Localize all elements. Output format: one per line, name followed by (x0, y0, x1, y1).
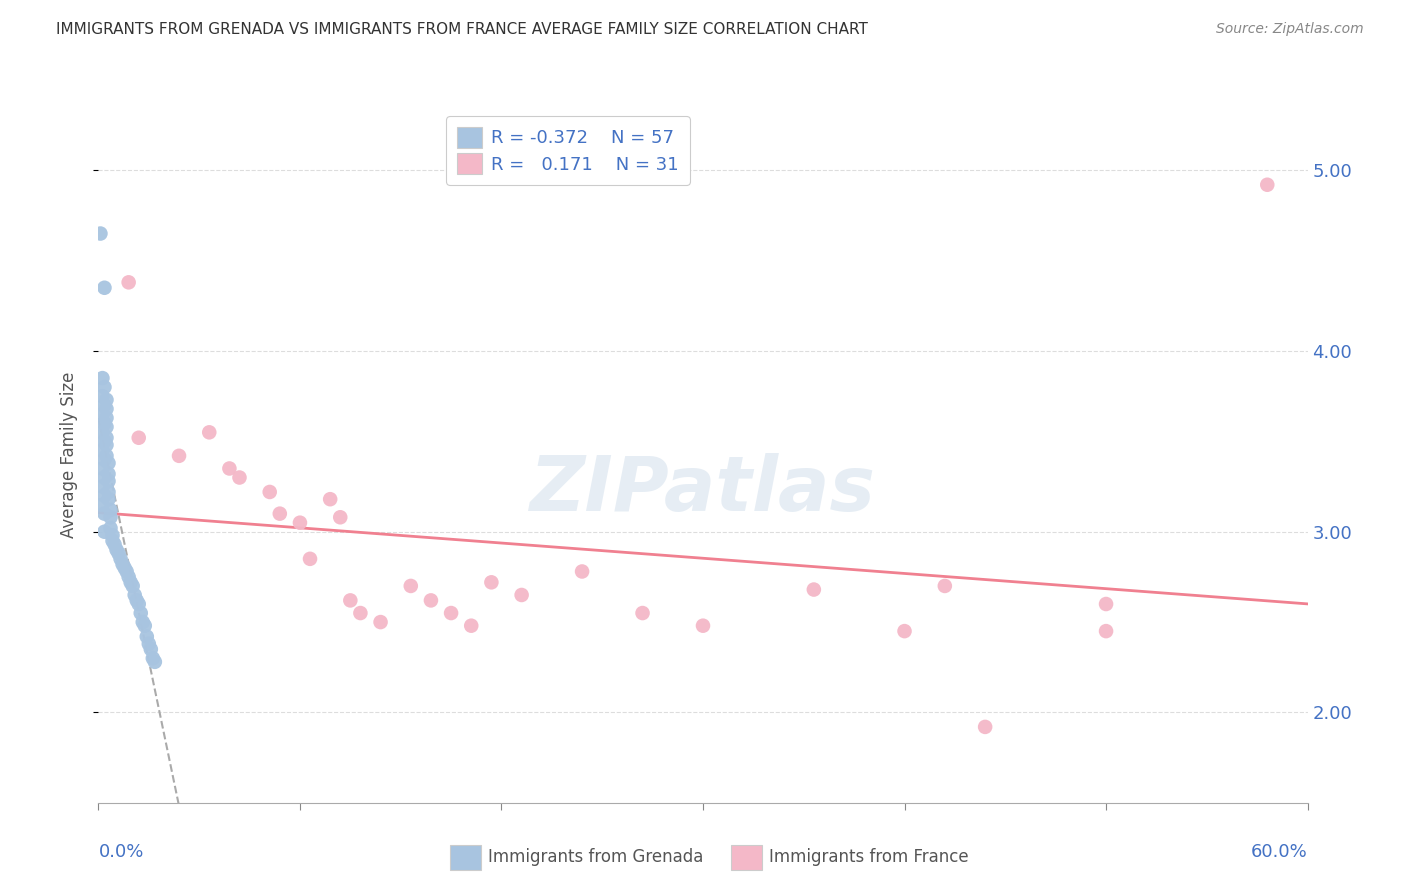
Point (91, 443, 114, 458)
Point (118, 570, 141, 584)
Point (93, 452, 115, 467)
Point (510, 588, 533, 602)
Point (91, 461, 114, 475)
Point (299, 551, 322, 566)
Point (142, 651, 165, 665)
Y-axis label: Average Family Size: Average Family Size (59, 372, 77, 538)
Point (139, 642, 162, 657)
Point (269, 507, 291, 521)
Point (93, 524, 115, 539)
Point (101, 533, 124, 548)
Point (100, 510, 122, 524)
Text: Immigrants from France: Immigrants from France (769, 848, 969, 866)
Point (91, 407, 114, 421)
Point (120, 575, 142, 590)
Point (93, 507, 115, 521)
Point (692, 618, 714, 632)
Point (319, 492, 342, 507)
Point (91, 498, 114, 512)
Point (803, 582, 825, 597)
Point (105, 542, 128, 557)
Text: 0.0%: 0.0% (98, 843, 143, 861)
Point (420, 593, 443, 607)
Point (1095, 597, 1118, 611)
Point (96, 438, 118, 452)
Point (128, 431, 150, 445)
Point (399, 579, 422, 593)
Text: Immigrants from Grenada: Immigrants from Grenada (488, 848, 703, 866)
Point (143, 655, 166, 669)
Point (101, 528, 124, 542)
Point (89, 227, 111, 241)
Point (93, 417, 115, 431)
Point (100, 503, 122, 517)
Point (93, 398, 115, 412)
Point (93, 281, 115, 295)
Point (96, 392, 118, 407)
Text: Source: ZipAtlas.com: Source: ZipAtlas.com (1216, 22, 1364, 37)
Point (349, 606, 371, 620)
Point (481, 575, 503, 590)
Point (96, 431, 118, 445)
Point (97, 492, 120, 507)
Point (91, 479, 114, 493)
Point (125, 593, 148, 607)
Point (1095, 624, 1118, 639)
Point (91, 389, 114, 403)
Point (370, 615, 392, 629)
Point (93, 380, 115, 394)
Point (440, 606, 463, 620)
Point (96, 420, 118, 434)
Legend: R = -0.372    N = 57, R =   0.171    N = 31: R = -0.372 N = 57, R = 0.171 N = 31 (446, 116, 689, 185)
Point (631, 606, 654, 620)
Point (114, 561, 136, 575)
Point (97, 456, 120, 470)
Point (93, 434, 115, 449)
Point (571, 565, 593, 579)
Point (339, 593, 361, 607)
Point (93, 489, 115, 503)
Point (198, 425, 221, 440)
Point (460, 618, 482, 632)
Point (100, 521, 122, 535)
Point (132, 615, 155, 629)
Point (93, 470, 115, 484)
Point (138, 637, 160, 651)
Point (110, 551, 132, 566)
Point (97, 467, 120, 481)
Point (103, 537, 125, 551)
Point (128, 597, 150, 611)
Point (96, 410, 118, 425)
Text: IMMIGRANTS FROM GRENADA VS IMMIGRANTS FROM FRANCE AVERAGE FAMILY SIZE CORRELATIO: IMMIGRANTS FROM GRENADA VS IMMIGRANTS FR… (56, 22, 868, 37)
Point (1256, 178, 1278, 192)
Point (107, 546, 129, 560)
Point (91, 425, 114, 440)
Point (934, 579, 956, 593)
Point (135, 630, 157, 644)
Point (121, 579, 143, 593)
Point (259, 485, 281, 500)
Text: ZIPatlas: ZIPatlas (530, 453, 876, 526)
Point (134, 618, 156, 632)
Point (974, 720, 997, 734)
Point (893, 624, 915, 639)
Point (228, 470, 250, 484)
Point (218, 461, 240, 475)
Point (129, 606, 152, 620)
Point (124, 588, 146, 602)
Point (288, 516, 311, 530)
Point (118, 276, 141, 290)
Point (91, 371, 114, 385)
Point (97, 485, 120, 500)
Text: 60.0%: 60.0% (1251, 843, 1308, 861)
Point (167, 449, 190, 463)
Point (96, 449, 118, 463)
Point (111, 558, 134, 572)
Point (329, 510, 352, 524)
Point (97, 474, 120, 488)
Point (96, 401, 118, 416)
Point (115, 565, 138, 579)
